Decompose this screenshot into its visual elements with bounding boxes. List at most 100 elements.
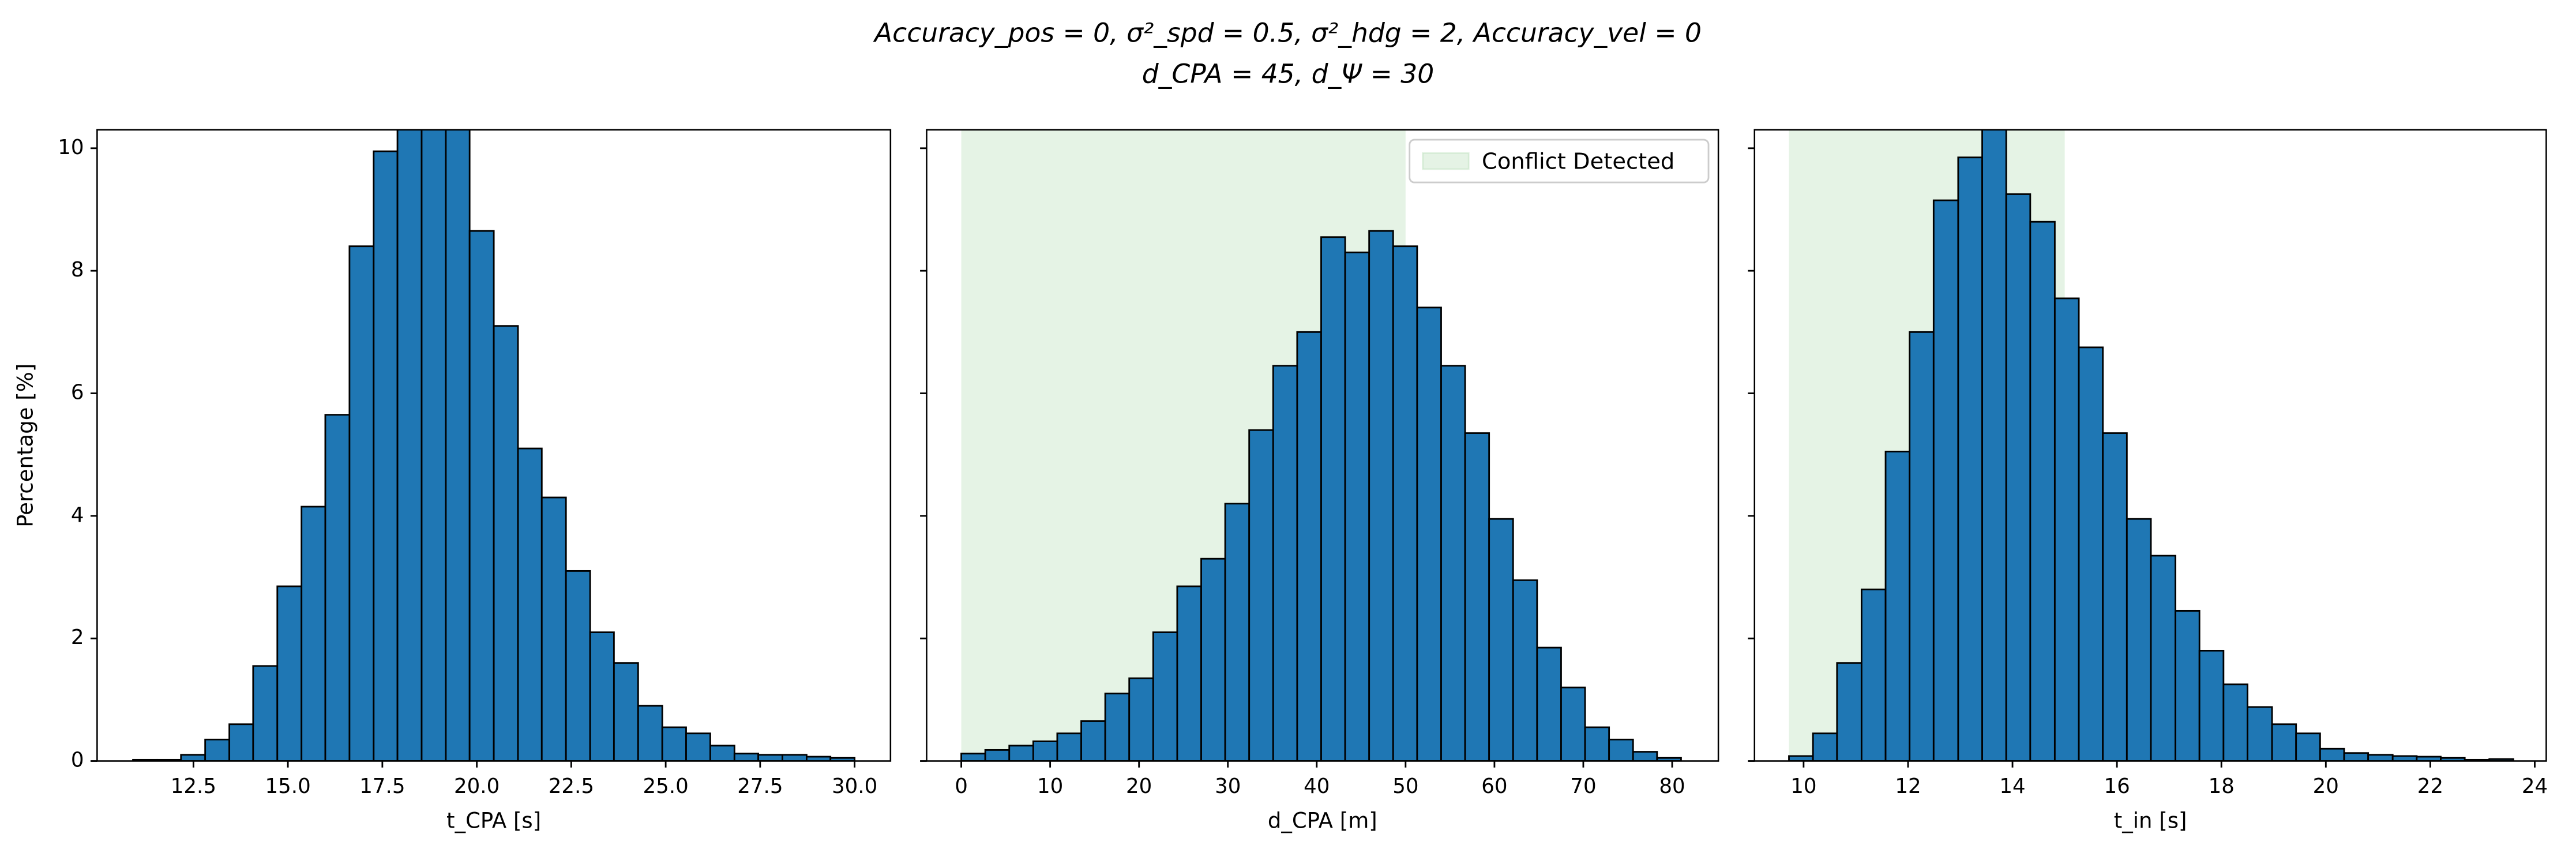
- bar: [180, 754, 206, 761]
- y-tick-label: 4: [71, 503, 84, 527]
- bar: [517, 447, 543, 761]
- bar: [276, 585, 303, 761]
- bar: [960, 753, 986, 761]
- bar: [493, 325, 519, 761]
- bar: [1560, 686, 1586, 761]
- bar: [1440, 365, 1466, 761]
- bar: [2343, 752, 2370, 761]
- x-tick-label: 20: [1126, 775, 1152, 798]
- bar: [733, 753, 760, 761]
- legend-label: Conflict Detected: [1482, 148, 1674, 174]
- bar: [2247, 706, 2273, 761]
- x-tick-label: 14: [1999, 775, 2025, 798]
- bar: [685, 732, 711, 761]
- bar: [1128, 677, 1154, 761]
- x-tick-label: 17.5: [359, 775, 405, 798]
- bar: [782, 754, 808, 761]
- bar: [984, 749, 1011, 761]
- bar: [1884, 450, 1911, 761]
- bar: [468, 230, 495, 761]
- x-axis-label: t_CPA [s]: [446, 808, 541, 833]
- bar: [2102, 432, 2128, 761]
- bar: [2150, 555, 2176, 761]
- bar: [565, 570, 591, 761]
- x-tick-label: 15.0: [265, 775, 311, 798]
- legend-swatch: [1422, 152, 1470, 170]
- legend-frame: [1409, 139, 1710, 184]
- bar: [829, 757, 856, 761]
- bar: [1656, 757, 1682, 761]
- x-tick-label: 22.5: [549, 775, 594, 798]
- bar: [709, 744, 735, 761]
- x-tick-label: 10: [1037, 775, 1063, 798]
- bar: [1812, 732, 1838, 761]
- bar: [1909, 331, 1935, 761]
- bar: [2005, 193, 2031, 761]
- bar: [1368, 230, 1394, 761]
- x-tick-label: 27.5: [737, 775, 783, 798]
- x-tick-label: 80: [1659, 775, 1685, 798]
- bar: [2295, 732, 2321, 761]
- x-tick-label: 20: [2313, 775, 2339, 798]
- bar: [324, 414, 351, 761]
- bar: [1344, 251, 1370, 761]
- x-axis-label: d_CPA [m]: [1268, 808, 1377, 833]
- x-tick-label: 30.0: [832, 775, 877, 798]
- bar: [1224, 503, 1251, 761]
- bar: [1584, 726, 1610, 761]
- bar: [2126, 518, 2152, 761]
- bar: [1176, 585, 1202, 761]
- x-tick-label: 20.0: [454, 775, 500, 798]
- bar: [2271, 723, 2297, 761]
- x-tick-label: 24: [2522, 775, 2548, 798]
- bar: [420, 129, 447, 761]
- bar: [2198, 649, 2225, 761]
- bar: [2175, 609, 2201, 761]
- bar: [2029, 220, 2056, 761]
- y-tick-label: 2: [71, 626, 84, 649]
- x-tick-label: 18: [2209, 775, 2235, 798]
- bar: [2488, 758, 2514, 761]
- x-tick-label: 40: [1304, 775, 1330, 798]
- bar: [1957, 156, 1983, 761]
- y-tick-label: 10: [58, 136, 84, 159]
- bar: [1536, 646, 1562, 761]
- y-tick-label: 8: [71, 258, 84, 282]
- bar: [1272, 365, 1298, 761]
- bar: [1056, 732, 1082, 761]
- x-tick-label: 50: [1392, 775, 1418, 798]
- x-tick-label: 70: [1570, 775, 1596, 798]
- bar: [2367, 754, 2394, 761]
- plot-area: [1788, 129, 2514, 761]
- bar: [445, 129, 471, 761]
- axes-frame: [96, 129, 892, 762]
- bar: [1032, 740, 1058, 761]
- bar: [1981, 129, 2007, 761]
- bar: [252, 665, 279, 761]
- bar: [661, 726, 687, 761]
- bar: [1860, 588, 1887, 761]
- bar: [396, 129, 423, 761]
- axes-frame: [926, 129, 1719, 762]
- bar: [228, 723, 254, 761]
- y-tick-label: 0: [71, 749, 84, 772]
- bar: [1632, 751, 1658, 761]
- plot-area: [132, 129, 856, 761]
- bar: [204, 738, 231, 761]
- x-tick-label: 10: [1790, 775, 1816, 798]
- bar: [1104, 693, 1131, 761]
- x-tick-label: 12: [1895, 775, 1921, 798]
- x-tick-label: 12.5: [171, 775, 216, 798]
- plot-area: [960, 129, 1682, 761]
- bar: [1200, 558, 1226, 761]
- title-line: Accuracy_pos = 0, σ²_spd = 0.5, σ²_hdg =…: [873, 17, 1702, 48]
- bar: [1296, 331, 1322, 761]
- bar: [1608, 738, 1634, 761]
- bar: [1392, 245, 1418, 761]
- bar: [2222, 683, 2248, 761]
- bar: [613, 662, 639, 761]
- x-tick-label: 60: [1481, 775, 1507, 798]
- bar: [348, 245, 375, 761]
- y-axis-label: Percentage [%]: [13, 364, 37, 527]
